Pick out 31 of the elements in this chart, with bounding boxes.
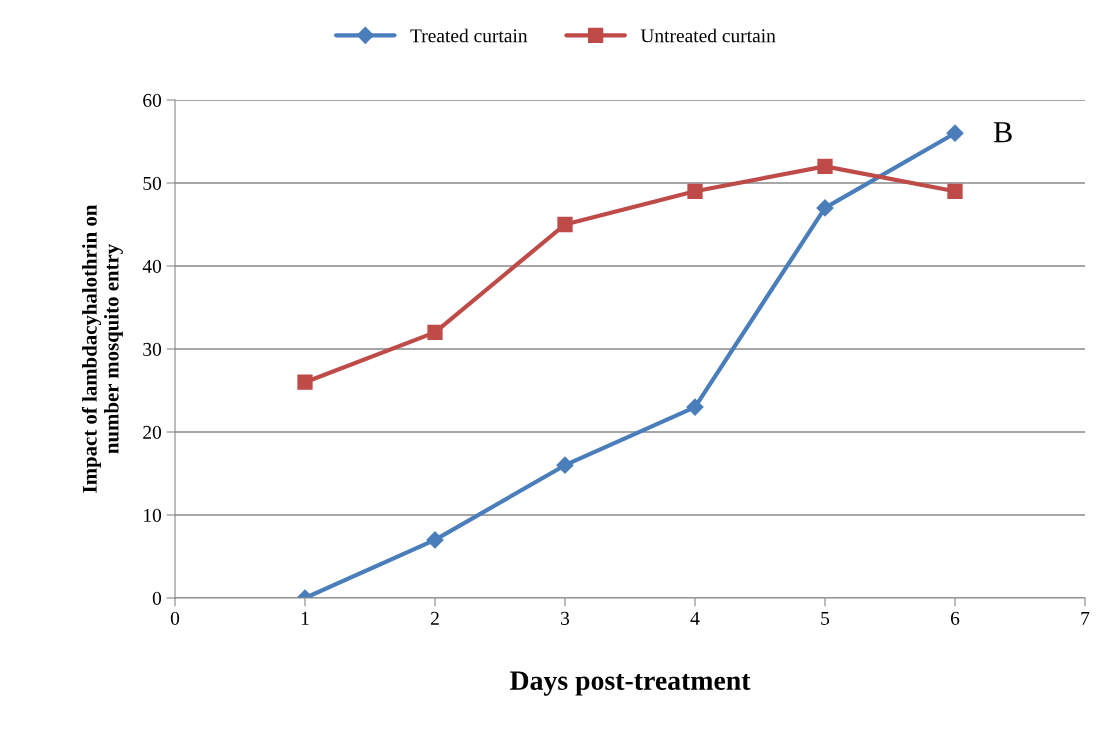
- point: [686, 398, 704, 416]
- x-tick-label: 4: [690, 611, 700, 625]
- y-tick-label: 40: [142, 259, 162, 273]
- point: [426, 531, 444, 549]
- y-tick-label: 0: [152, 591, 162, 605]
- y-tick-label: 20: [143, 425, 162, 439]
- point: [817, 158, 833, 175]
- x-tick-label: 1: [301, 611, 309, 625]
- y-axis-title: Impact of lambdacyhalothrin on number mosquito entry: [81, 204, 123, 493]
- point: [947, 183, 963, 199]
- point: [297, 374, 313, 390]
- point: [556, 456, 574, 474]
- annotation: B: [993, 122, 1012, 143]
- x-tick-label: 2: [430, 611, 439, 625]
- y-tick-label: 30: [143, 342, 162, 356]
- point: [427, 324, 443, 341]
- x-tick-label: 0: [170, 611, 180, 625]
- y-tick-label: 10: [144, 508, 162, 522]
- x-tick-label: 6: [950, 611, 960, 625]
- x-tick-label: 5: [821, 611, 830, 625]
- point: [946, 124, 964, 142]
- legend-label: Treated curtain: [410, 28, 528, 43]
- point: [557, 216, 573, 233]
- legend-label: Untreated curtain: [640, 28, 776, 43]
- x-tick-label: 3: [561, 611, 570, 625]
- point: [816, 199, 834, 217]
- x-axis-title: Days post-treatment: [510, 671, 751, 696]
- y-tick-label: 60: [143, 93, 162, 107]
- x-tick-label: 7: [1081, 611, 1090, 625]
- y-tick-label: 50: [143, 176, 162, 190]
- point: [687, 183, 703, 199]
